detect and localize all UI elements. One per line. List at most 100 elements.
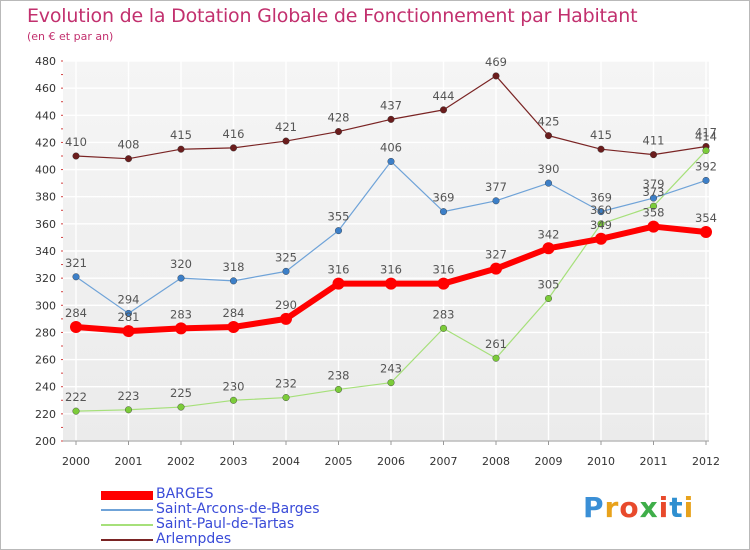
- data-label: 325: [275, 250, 297, 264]
- y-tick-label: 260: [35, 354, 56, 367]
- data-label: 379: [643, 177, 665, 191]
- data-label: 342: [538, 227, 560, 241]
- y-tick-label: 360: [35, 218, 56, 231]
- logo-letter: r: [604, 491, 620, 524]
- data-label: 284: [223, 306, 245, 320]
- data-label: 321: [65, 256, 87, 270]
- data-point: [177, 145, 185, 153]
- data-point: [490, 262, 502, 275]
- logo-letter: x: [639, 491, 659, 524]
- data-point: [492, 197, 500, 205]
- y-tick-label: 340: [35, 245, 56, 258]
- data-label: 373: [643, 185, 665, 199]
- legend-item: Saint-Paul-de-Tartas: [101, 516, 401, 533]
- x-tick-label: 2002: [167, 455, 195, 468]
- data-label: 415: [590, 128, 612, 142]
- legend-item: BARGES: [101, 486, 401, 503]
- data-label: 444: [433, 89, 455, 103]
- data-point: [597, 145, 605, 153]
- data-point: [70, 321, 82, 333]
- data-label: 358: [643, 206, 665, 220]
- data-point: [229, 396, 237, 404]
- data-point: [597, 208, 605, 216]
- data-label: 369: [433, 191, 455, 205]
- data-label: 327: [485, 248, 507, 262]
- data-point: [332, 277, 345, 290]
- data-point: [72, 273, 80, 281]
- data-point: [545, 132, 553, 140]
- data-point: [282, 267, 290, 275]
- data-label: 281: [118, 310, 140, 324]
- data-label: 354: [695, 211, 717, 225]
- data-label: 318: [223, 260, 245, 274]
- data-point: [387, 157, 395, 165]
- y-tick-label: 380: [35, 191, 56, 204]
- data-point: [440, 106, 448, 114]
- data-label: 222: [65, 390, 87, 404]
- data-label: 421: [275, 120, 297, 134]
- data-label: 414: [695, 130, 717, 144]
- data-label: 243: [380, 362, 402, 376]
- data-label: 410: [65, 135, 87, 149]
- data-point: [177, 274, 185, 282]
- proxiti-logo: Proxiti: [583, 491, 694, 524]
- chart-title: Evolution de la Dotation Globale de Fonc…: [27, 5, 638, 27]
- data-label: 320: [170, 257, 192, 271]
- data-label: 417: [695, 126, 717, 140]
- data-label: 294: [118, 292, 140, 306]
- data-point: [492, 354, 500, 362]
- y-tick-label: 420: [35, 136, 56, 149]
- data-label: 223: [118, 389, 140, 403]
- logo-letter: t: [669, 491, 684, 524]
- x-tick-label: 2000: [62, 455, 90, 468]
- y-tick-label: 300: [35, 299, 56, 312]
- data-point: [124, 155, 132, 163]
- data-label: 316: [380, 263, 402, 277]
- x-tick-label: 2008: [482, 455, 510, 468]
- legend-item: Saint-Arcons-de-Barges: [101, 501, 401, 518]
- data-point: [385, 277, 397, 290]
- data-point: [650, 194, 658, 202]
- legend-swatch: [101, 524, 153, 526]
- data-point: [650, 202, 658, 210]
- data-point: [227, 321, 240, 333]
- x-tick-label: 2009: [535, 455, 563, 468]
- data-point: [282, 394, 290, 402]
- data-label: 469: [485, 55, 507, 69]
- legend-label: BARGES: [156, 486, 214, 502]
- data-label: 437: [380, 98, 402, 112]
- data-point: [175, 322, 187, 335]
- data-label: 305: [538, 278, 560, 292]
- data-label: 349: [590, 218, 612, 232]
- data-point: [437, 277, 450, 290]
- x-tick-label: 2004: [272, 455, 300, 468]
- logo-letter: i: [683, 491, 695, 524]
- x-tick-label: 2001: [115, 455, 143, 468]
- data-label: 283: [433, 307, 455, 321]
- x-tick-label: 2010: [587, 455, 615, 468]
- y-tick-label: 480: [35, 55, 56, 68]
- data-point: [177, 403, 185, 411]
- data-point: [647, 220, 660, 233]
- data-label: 316: [328, 263, 350, 277]
- legend-item: Arlempdes: [101, 531, 401, 548]
- data-point: [229, 277, 237, 285]
- y-tick-label: 400: [35, 164, 56, 177]
- y-tick-label: 320: [35, 272, 56, 285]
- data-point: [72, 152, 80, 160]
- data-point: [387, 115, 395, 123]
- data-label: 390: [538, 162, 560, 176]
- data-point: [124, 406, 132, 414]
- legend-swatch: [101, 539, 153, 541]
- data-point: [280, 312, 292, 325]
- data-point: [597, 220, 605, 228]
- data-point: [335, 227, 343, 235]
- data-label: 355: [328, 210, 350, 224]
- data-label: 283: [170, 307, 192, 321]
- legend-label: Saint-Arcons-de-Barges: [156, 501, 320, 517]
- data-label: 230: [223, 379, 245, 393]
- data-point: [542, 242, 555, 255]
- data-label: 415: [170, 128, 192, 142]
